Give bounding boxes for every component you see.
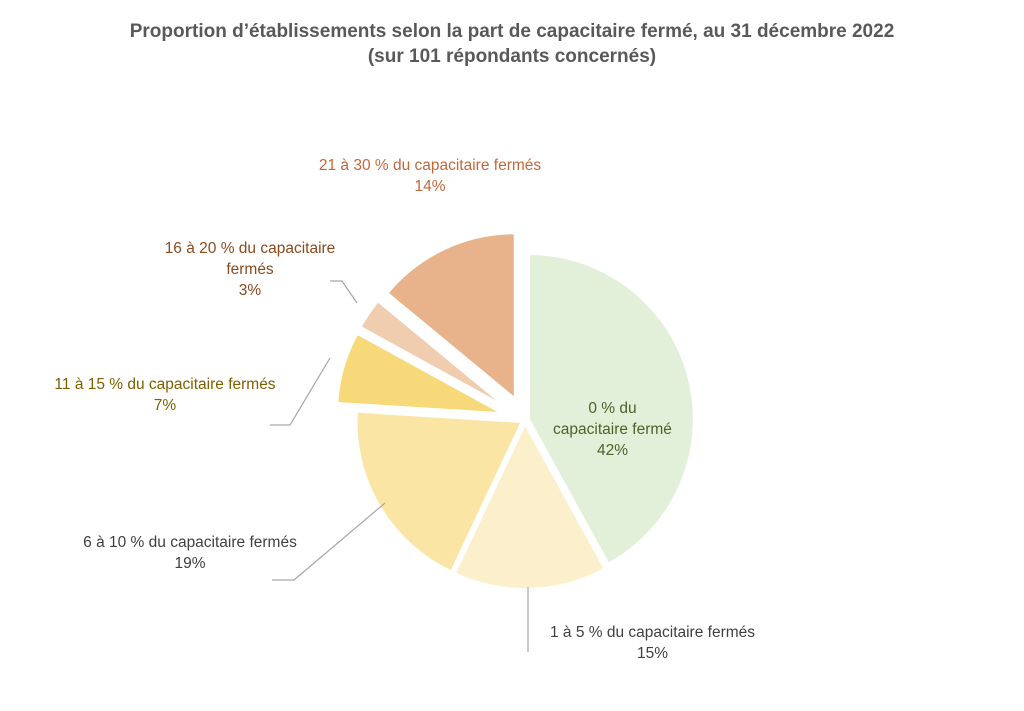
- leader-line-3: [270, 357, 331, 426]
- data-label-4: 16 à 20 % du capacitaire fermés 3%: [164, 240, 336, 299]
- pie-slice-4: [359, 299, 506, 408]
- data-label-3: 11 à 15 % du capacitaire fermés 7%: [54, 376, 276, 414]
- chart-title: Proportion d’établissements selon la par…: [129, 21, 895, 42]
- pie-slice-3: [336, 332, 503, 415]
- pie-slice-0: [527, 253, 695, 565]
- pie-slice-2: [355, 410, 524, 573]
- leader-line-2: [272, 502, 386, 581]
- chart-subtitle: (sur 101 répondants concernés): [367, 46, 657, 67]
- data-label-1: 1 à 5 % du capacitaire fermés 15%: [549, 624, 756, 662]
- data-label-2: 6 à 10 % du capacitaire fermés 19%: [83, 534, 297, 572]
- data-label-0: 0 % du capacitaire fermé 42%: [553, 400, 672, 459]
- leader-line-4: [330, 280, 358, 304]
- pie-slice-1: [453, 421, 606, 590]
- pie-slice-5: [386, 232, 516, 401]
- data-label-5: 21 à 30 % du capacitaire fermés 14%: [318, 157, 542, 195]
